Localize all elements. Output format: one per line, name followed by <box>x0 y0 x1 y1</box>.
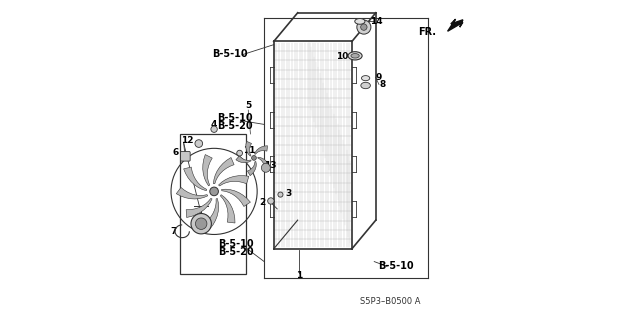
Circle shape <box>191 213 211 234</box>
Text: B-5-20: B-5-20 <box>218 247 254 257</box>
Ellipse shape <box>351 54 359 58</box>
Circle shape <box>357 20 371 34</box>
Text: 10: 10 <box>337 52 349 61</box>
Polygon shape <box>204 198 219 229</box>
Polygon shape <box>218 176 249 186</box>
Text: B-5-20: B-5-20 <box>217 121 252 131</box>
Text: 13: 13 <box>264 161 276 170</box>
Text: 2: 2 <box>260 198 266 207</box>
Ellipse shape <box>348 52 362 60</box>
Polygon shape <box>255 146 268 154</box>
Polygon shape <box>213 158 234 184</box>
Ellipse shape <box>355 19 365 24</box>
Polygon shape <box>246 141 252 156</box>
Circle shape <box>211 126 218 132</box>
Text: 1: 1 <box>296 271 302 280</box>
Text: FR.: FR. <box>419 27 436 37</box>
Polygon shape <box>447 19 463 31</box>
Polygon shape <box>236 156 252 163</box>
Text: 3: 3 <box>285 189 291 198</box>
Ellipse shape <box>361 82 371 89</box>
Text: 6: 6 <box>173 148 179 157</box>
Polygon shape <box>186 198 212 218</box>
Text: B-5-10: B-5-10 <box>378 261 413 271</box>
FancyBboxPatch shape <box>180 152 190 161</box>
Polygon shape <box>220 195 235 223</box>
Polygon shape <box>184 167 207 191</box>
Circle shape <box>361 24 367 30</box>
Circle shape <box>278 192 283 197</box>
Circle shape <box>195 218 207 229</box>
Circle shape <box>261 163 270 172</box>
Polygon shape <box>203 154 212 186</box>
Text: 14: 14 <box>370 17 383 26</box>
Polygon shape <box>258 157 269 168</box>
Circle shape <box>252 156 257 160</box>
Circle shape <box>210 187 218 196</box>
Text: 11: 11 <box>243 146 255 155</box>
Ellipse shape <box>362 76 370 81</box>
Text: 12: 12 <box>182 137 194 145</box>
Circle shape <box>268 198 274 204</box>
Circle shape <box>195 140 203 147</box>
Text: 4: 4 <box>211 120 217 129</box>
Text: S5P3–B0500 A: S5P3–B0500 A <box>360 297 420 306</box>
Text: 9: 9 <box>376 73 382 82</box>
Circle shape <box>237 150 243 156</box>
Text: 7: 7 <box>171 227 177 236</box>
Text: B-5-10: B-5-10 <box>218 239 254 249</box>
Text: B-5-10: B-5-10 <box>217 113 252 123</box>
Polygon shape <box>221 189 250 206</box>
Polygon shape <box>248 161 256 176</box>
Text: 5: 5 <box>245 101 252 110</box>
Text: B-5-10: B-5-10 <box>212 48 248 59</box>
Polygon shape <box>176 188 208 199</box>
Text: 8: 8 <box>379 80 385 89</box>
